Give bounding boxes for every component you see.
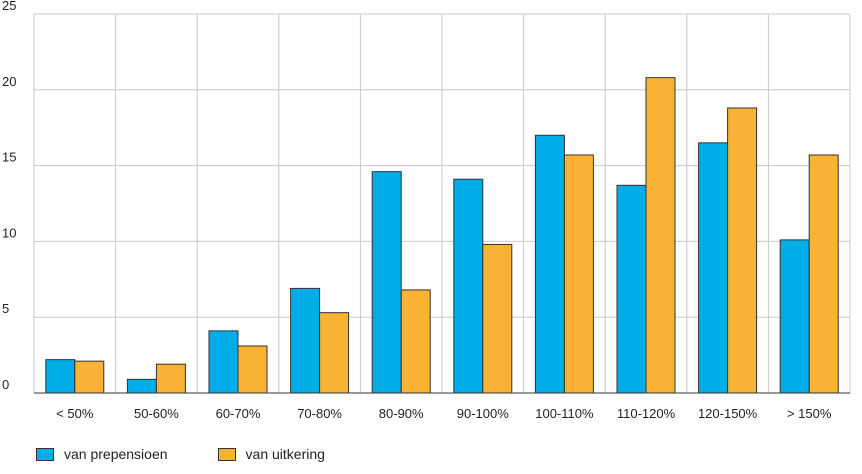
- legend-swatch-uitkering: [217, 447, 236, 461]
- x-tick-label: 80-90%: [379, 406, 424, 421]
- bar-uitkering: [237, 345, 268, 394]
- y-tick-label: 0: [2, 377, 9, 392]
- x-tick-label: 120-150%: [698, 406, 758, 421]
- x-tick-label: 50-60%: [134, 406, 179, 421]
- y-tick-label: 10: [2, 225, 16, 240]
- bar-prepensioen: [45, 359, 76, 394]
- bar-uitkering: [727, 107, 758, 394]
- bar-prepensioen: [779, 239, 810, 394]
- x-tick-label: 70-80%: [297, 406, 342, 421]
- legend-item-prepensioen: van prepensioen: [36, 446, 168, 462]
- x-tick-label: 110-120%: [617, 406, 676, 421]
- bar-uitkering: [319, 312, 350, 394]
- bar-uitkering: [482, 243, 513, 394]
- bar-prepensioen: [208, 330, 239, 394]
- bar-uitkering: [645, 77, 676, 394]
- bar-prepensioen: [126, 378, 157, 394]
- x-tick-label: 100-110%: [535, 406, 594, 421]
- legend-label-uitkering: van uitkering: [245, 446, 325, 462]
- bar-prepensioen: [698, 142, 729, 394]
- bar-prepensioen: [453, 178, 484, 394]
- legend-swatch-prepensioen: [36, 447, 54, 461]
- legend-label-prepensioen: van prepensioen: [64, 446, 168, 462]
- bar-prepensioen: [290, 287, 321, 394]
- axis-layer: 0 5 10 15 20 25 < 50% 50-60% 60-70% 70-80% 80-90% 9…: [2, 0, 850, 421]
- legend-item-uitkering: van uitkering: [217, 446, 325, 462]
- bar-uitkering: [155, 363, 186, 394]
- bar-prepensioen: [371, 171, 402, 394]
- bar-uitkering: [808, 154, 839, 394]
- y-tick-label: 20: [2, 74, 16, 89]
- legend: van prepensioen van uitkering: [36, 446, 325, 462]
- grid-layer: [33, 13, 851, 394]
- y-tick-label: 5: [2, 301, 9, 316]
- x-tick-label: 60-70%: [216, 406, 261, 421]
- bar-prepensioen: [534, 134, 565, 394]
- bar-uitkering: [400, 289, 431, 394]
- bar-prepensioen: [616, 184, 647, 394]
- x-tick-label: > 150%: [787, 406, 832, 421]
- bar-uitkering: [563, 154, 594, 394]
- y-tick-label: 15: [2, 150, 16, 165]
- x-tick-label: < 50%: [56, 406, 94, 421]
- x-tick-label: 90-100%: [457, 406, 509, 421]
- bars-layer: [45, 77, 839, 394]
- y-tick-label: 25: [2, 0, 16, 13]
- bar-uitkering: [74, 360, 105, 394]
